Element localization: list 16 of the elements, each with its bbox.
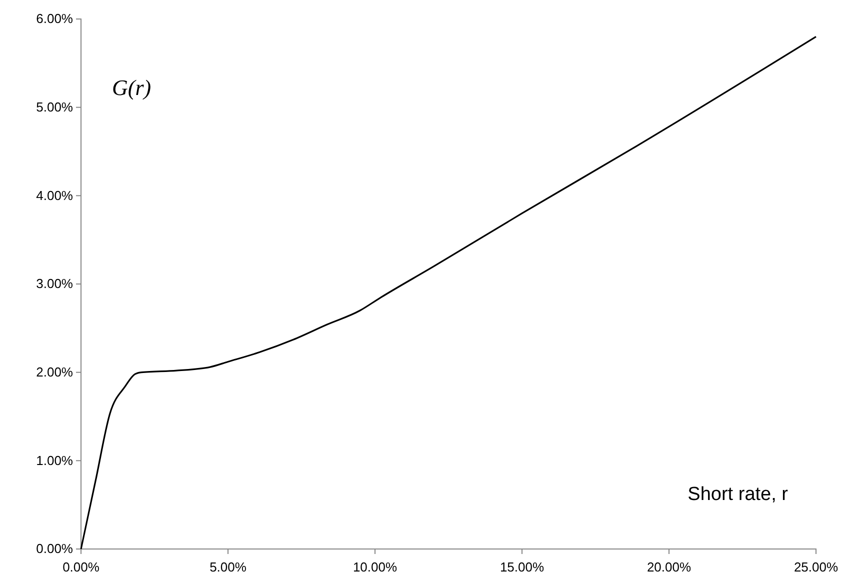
x-tick-label: 0.00% — [62, 559, 100, 574]
line-series — [80, 36, 817, 550]
x-tick-label: 25.00% — [794, 559, 838, 574]
y-tick-label: 3.00% — [36, 276, 74, 292]
y-tick-label: 4.00% — [36, 188, 74, 203]
y-tick-label: 0.00% — [36, 541, 74, 556]
x-tick-label: 5.00% — [210, 559, 247, 574]
y-tick-label: 5.00% — [36, 99, 74, 114]
y-axis-title: G(r) — [112, 75, 152, 100]
y-tick-label: 1.00% — [36, 452, 74, 468]
x-tick-label: 20.00% — [646, 559, 692, 574]
x-tick-label: 15.00% — [500, 559, 544, 574]
y-tick-label: 6.00% — [36, 11, 74, 26]
x-tick-label: 10.00% — [352, 559, 398, 574]
y-tick-label: 2.00% — [36, 364, 74, 380]
x-axis-title: Short rate, r — [688, 484, 789, 505]
